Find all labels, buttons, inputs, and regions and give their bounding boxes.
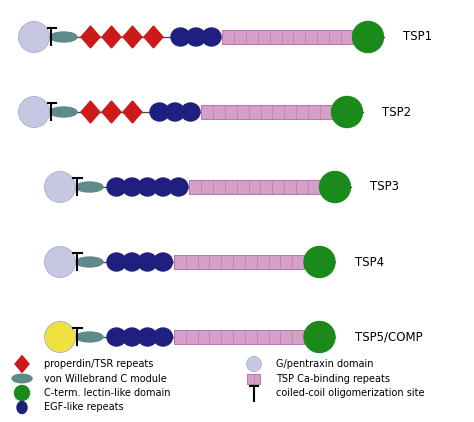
Ellipse shape bbox=[138, 178, 157, 196]
Ellipse shape bbox=[107, 253, 126, 271]
Ellipse shape bbox=[122, 328, 142, 346]
Ellipse shape bbox=[107, 178, 126, 196]
Ellipse shape bbox=[154, 253, 173, 271]
Ellipse shape bbox=[202, 28, 221, 46]
Ellipse shape bbox=[138, 253, 157, 271]
Circle shape bbox=[15, 386, 29, 400]
Ellipse shape bbox=[154, 328, 173, 346]
Ellipse shape bbox=[76, 182, 103, 192]
Text: properdin/TSR repeats: properdin/TSR repeats bbox=[44, 359, 154, 369]
Ellipse shape bbox=[154, 178, 173, 196]
Circle shape bbox=[319, 171, 350, 203]
Bar bbox=[201, 105, 331, 119]
Circle shape bbox=[304, 246, 335, 278]
Text: EGF-like repeats: EGF-like repeats bbox=[44, 403, 124, 412]
Ellipse shape bbox=[17, 401, 27, 414]
Text: TSP3: TSP3 bbox=[371, 181, 400, 194]
Ellipse shape bbox=[138, 328, 157, 346]
Bar bbox=[222, 30, 353, 44]
Polygon shape bbox=[102, 101, 121, 123]
Circle shape bbox=[331, 97, 363, 127]
Ellipse shape bbox=[76, 257, 103, 267]
Circle shape bbox=[45, 322, 75, 352]
Ellipse shape bbox=[171, 28, 190, 46]
Ellipse shape bbox=[12, 374, 32, 383]
Bar bbox=[190, 180, 319, 194]
Text: TSP1: TSP1 bbox=[403, 30, 433, 43]
Circle shape bbox=[45, 246, 75, 278]
Text: TSP Ca-binding repeats: TSP Ca-binding repeats bbox=[276, 373, 390, 384]
Bar bbox=[247, 373, 261, 384]
Text: TSP5/COMP: TSP5/COMP bbox=[355, 330, 423, 344]
Bar bbox=[174, 255, 304, 269]
Polygon shape bbox=[81, 101, 100, 123]
Ellipse shape bbox=[50, 107, 77, 117]
Text: G/pentraxin domain: G/pentraxin domain bbox=[276, 359, 374, 369]
Ellipse shape bbox=[169, 178, 188, 196]
Ellipse shape bbox=[76, 332, 103, 342]
Polygon shape bbox=[15, 356, 29, 372]
Ellipse shape bbox=[150, 103, 169, 121]
Circle shape bbox=[353, 22, 383, 52]
Circle shape bbox=[304, 322, 335, 352]
Ellipse shape bbox=[165, 103, 184, 121]
Polygon shape bbox=[144, 26, 163, 48]
Circle shape bbox=[18, 22, 49, 52]
Text: TSP2: TSP2 bbox=[383, 106, 411, 119]
Circle shape bbox=[246, 357, 262, 371]
Ellipse shape bbox=[122, 253, 142, 271]
Ellipse shape bbox=[122, 178, 142, 196]
Polygon shape bbox=[102, 26, 121, 48]
Ellipse shape bbox=[181, 103, 200, 121]
Ellipse shape bbox=[107, 328, 126, 346]
Bar bbox=[174, 330, 304, 344]
Ellipse shape bbox=[186, 28, 206, 46]
Circle shape bbox=[45, 171, 75, 203]
Text: von Willebrand C module: von Willebrand C module bbox=[44, 373, 167, 384]
Circle shape bbox=[18, 97, 49, 127]
Polygon shape bbox=[123, 101, 142, 123]
Polygon shape bbox=[123, 26, 142, 48]
Ellipse shape bbox=[50, 32, 77, 42]
Text: C-term. lectin-like domain: C-term. lectin-like domain bbox=[44, 388, 171, 398]
Text: coiled-coil oligomerization site: coiled-coil oligomerization site bbox=[276, 388, 425, 398]
Text: TSP4: TSP4 bbox=[355, 255, 384, 268]
Polygon shape bbox=[81, 26, 100, 48]
